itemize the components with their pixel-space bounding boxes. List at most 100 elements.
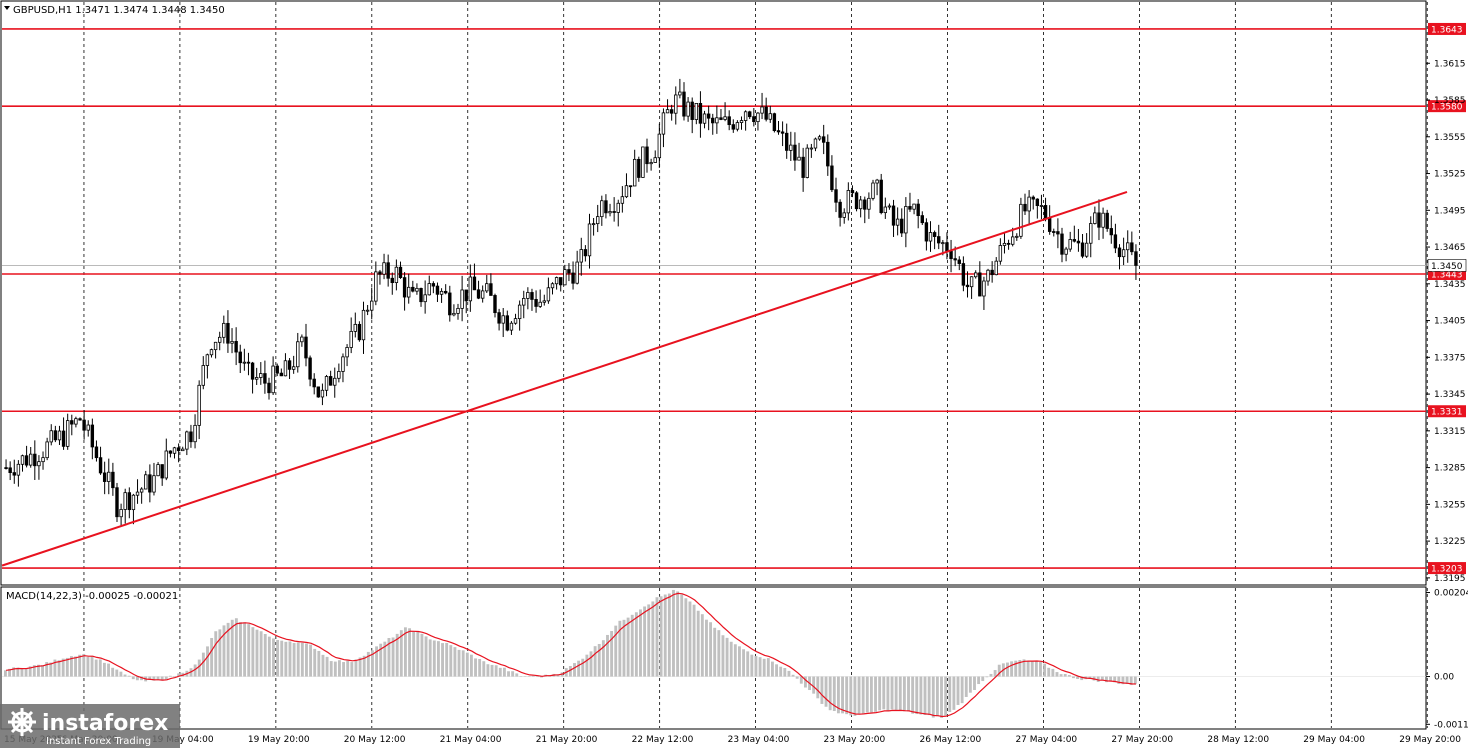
candle-body	[546, 287, 551, 302]
macd-bar	[1080, 676, 1084, 681]
candle-body	[333, 377, 337, 386]
macd-bar	[849, 676, 853, 716]
candle-body	[419, 287, 423, 303]
price-tick-label: 1.3615	[1434, 59, 1466, 69]
candle-body	[793, 144, 797, 161]
macd-bar	[931, 676, 935, 718]
macd-bar	[164, 676, 168, 680]
macd-bar	[766, 658, 770, 677]
macd-bar	[989, 673, 993, 677]
candle-body	[863, 199, 867, 210]
candle-body	[411, 286, 415, 292]
candle-body	[587, 223, 592, 257]
macd-bar	[944, 676, 948, 716]
candle-body	[632, 158, 637, 187]
candle-body	[341, 356, 345, 372]
candle-body	[674, 94, 678, 114]
macd-bar	[313, 648, 317, 677]
candle-body	[649, 162, 653, 165]
logo-tagline: Instant Forex Trading	[46, 736, 151, 747]
macd-bar	[65, 657, 69, 677]
candle-body	[743, 111, 748, 121]
macd-bar	[729, 641, 733, 677]
level-tag-label: 1.3443	[1431, 271, 1463, 281]
macd-bar	[676, 591, 680, 677]
price-tick-label: 1.3435	[1434, 280, 1466, 290]
macd-bar	[515, 673, 519, 677]
candle-body	[398, 266, 403, 279]
candle-body	[57, 430, 62, 441]
candle-body	[1089, 223, 1093, 244]
macd-bar	[799, 676, 803, 684]
time-tick-label: 23 May 20:00	[824, 735, 886, 745]
time-tick-label: 21 May 04:00	[440, 735, 502, 745]
candle-body	[209, 349, 214, 356]
candle-body	[139, 488, 144, 493]
macd-bar	[643, 606, 647, 677]
macd-bar	[964, 676, 968, 697]
candle-body	[1134, 251, 1138, 266]
candle-body	[41, 457, 45, 463]
candle-body	[596, 216, 600, 225]
candle-body	[172, 447, 177, 454]
macd-bar	[568, 665, 572, 677]
candle-body	[320, 389, 325, 398]
macd-bar	[606, 634, 609, 677]
macd-bar	[952, 676, 956, 710]
candle-body	[686, 101, 690, 117]
candle-body	[390, 277, 394, 284]
candle-body	[748, 111, 752, 118]
candle-body	[443, 290, 448, 294]
price-axis: 1.3615 1.3585 1.3555 1.3525 1.3495 1.3465 1.34…	[1426, 59, 1468, 730]
candle-body	[559, 277, 563, 286]
candle-body	[900, 218, 904, 234]
macd-bar	[738, 646, 741, 677]
candle-body	[645, 146, 649, 165]
macd-bar	[531, 675, 535, 677]
macd-bar	[90, 656, 94, 677]
time-tick-label: 19 May 04:00	[152, 735, 214, 745]
candle-body	[460, 289, 464, 309]
macd-bar	[12, 667, 16, 677]
candle-body	[250, 362, 255, 380]
instaforex-logo: instaforex Instant Forex Trading	[0, 704, 180, 748]
candle-body	[690, 101, 694, 120]
macd-bar	[371, 650, 374, 677]
macd-bar	[69, 656, 73, 677]
macd-bar	[453, 647, 457, 677]
dropdown-triangle-icon[interactable]	[4, 6, 10, 10]
macd-bar	[886, 676, 890, 711]
macd-bar	[927, 676, 931, 716]
candle-body	[452, 312, 456, 316]
candle-body	[846, 190, 851, 214]
candle-body	[945, 242, 949, 252]
macd-bar	[540, 676, 543, 678]
candle-body	[86, 424, 90, 431]
time-tick-label: 29 May 04:00	[1303, 735, 1365, 745]
macd-bar	[1096, 676, 1100, 682]
price-tick-label: 1.3225	[1434, 537, 1466, 547]
candle-body	[974, 272, 978, 278]
candles	[4, 78, 1138, 527]
trend-line-group	[1, 190, 1128, 567]
macd-bar	[1018, 660, 1022, 677]
macd-bar	[1088, 676, 1092, 679]
macd-bar	[135, 676, 139, 681]
candle-body	[168, 450, 173, 454]
price-tick-label: 1.3195	[1434, 574, 1466, 584]
price-tick-label: 1.3525	[1434, 170, 1466, 180]
macd-bar	[639, 609, 642, 677]
macd-bar	[338, 660, 341, 677]
macd-bar	[375, 646, 379, 677]
candle-body	[739, 120, 744, 123]
candle-body	[148, 474, 152, 493]
candle-body	[386, 262, 390, 279]
macd-bar	[680, 594, 684, 677]
macd-bar	[1072, 676, 1075, 679]
candle-body	[439, 290, 444, 295]
candle-body	[107, 471, 111, 482]
macd-bar	[57, 660, 61, 677]
macd-bar	[1022, 659, 1026, 677]
macd-bar	[156, 676, 160, 680]
candle-body	[641, 146, 645, 178]
